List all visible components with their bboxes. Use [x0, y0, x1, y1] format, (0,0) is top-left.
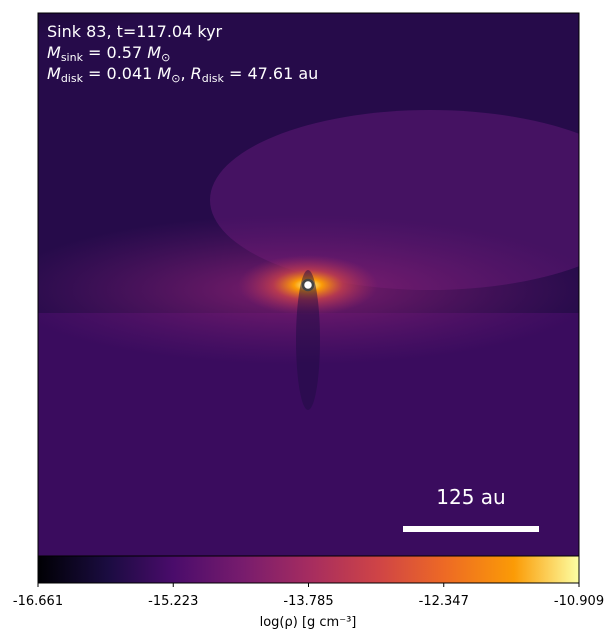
annotation-segment: M [147, 43, 161, 62]
colorbar-tick-label: -10.909 [554, 594, 604, 609]
annotation-segment: Sink 83, t=117.04 kyr [47, 22, 223, 41]
colorbar-label: log(ρ) [g cm⁻³] [260, 615, 357, 630]
annotation-line: Mdisk = 0.041 M⊙, Rdisk = 47.61 au [47, 64, 318, 85]
annotation-segment: ⊙ [161, 51, 170, 64]
annotation-segment: R [191, 64, 202, 83]
colorbar-tick-label: -13.785 [283, 594, 333, 609]
colorbar [37, 555, 580, 584]
scale-bar-label: 125 au [436, 485, 505, 509]
sink-marker [301, 278, 315, 292]
annotation-segment: disk [202, 72, 225, 85]
annotation-segment: ⊙ [171, 72, 180, 85]
colorbar-tick-label: -16.661 [13, 594, 63, 609]
annotation-segment: = 0.041 [83, 64, 157, 83]
annotation-segment: = 0.57 [83, 43, 147, 62]
annotation-line: Sink 83, t=117.04 kyr [47, 22, 223, 41]
annotation-segment: = 47.61 au [224, 64, 318, 83]
annotation-segment: M [47, 43, 61, 62]
annotation-segment: M [47, 64, 61, 83]
density-map: 125 au [38, 13, 579, 556]
colorbar-tick-label: -12.347 [419, 594, 469, 609]
scale-bar [403, 526, 539, 532]
annotation-line: Msink = 0.57 M⊙ [47, 43, 170, 64]
annotation-segment: disk [61, 72, 84, 85]
annotation-segment: M [157, 64, 171, 83]
annotation-segment: , [180, 64, 190, 83]
annotation-segment: sink [61, 51, 84, 64]
colorbar-tick-label: -15.223 [148, 594, 198, 609]
